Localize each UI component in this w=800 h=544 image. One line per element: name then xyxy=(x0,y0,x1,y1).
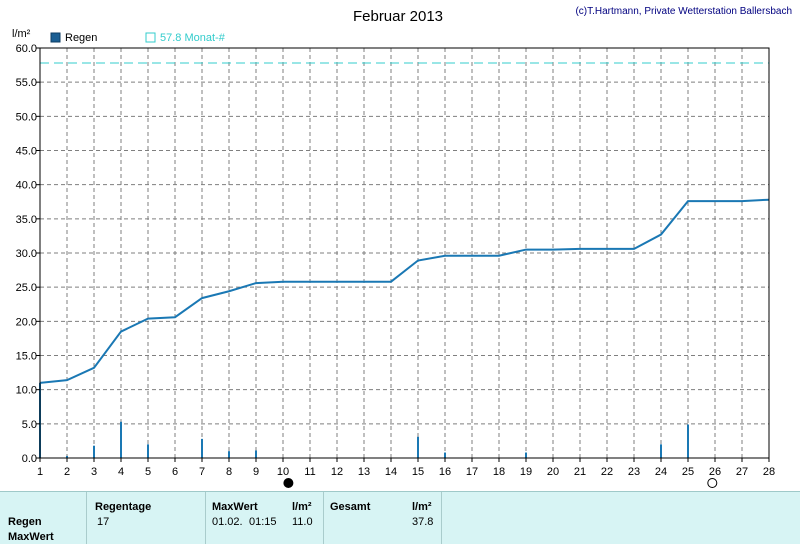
maxwert-unit: l/m² xyxy=(292,501,312,513)
chart-title: Februar 2013 xyxy=(353,8,443,25)
legend: Regen 57.8 Monat-# xyxy=(50,32,226,44)
x-tick-label-25: 26 xyxy=(709,466,721,478)
plot-frame xyxy=(39,47,770,459)
gesamt-unit: l/m² xyxy=(412,501,432,513)
legend-bar-label: Regen xyxy=(65,32,97,44)
x-tick-label-12: 13 xyxy=(358,466,370,478)
axes: 0.0 5.0 10.0 15.0 20.0 25.0 30.0 35.0 40.0 45.0 50… xyxy=(16,43,776,478)
x-tick-label-20: 21 xyxy=(574,466,586,478)
copyright-text: (c)T.Hartmann, Private Wetterstation Bal… xyxy=(575,6,792,17)
x-tick-label-19: 20 xyxy=(547,466,559,478)
summary-row-label-regen: Regen xyxy=(8,516,42,528)
rain-bar-day-16 xyxy=(444,452,446,458)
y-tick-label-5: 25.0 xyxy=(16,282,37,294)
x-tick-label-11: 12 xyxy=(331,466,343,478)
x-tick-label-21: 22 xyxy=(601,466,613,478)
summary-gesamt-column: Gesamt l/m² 37.8 xyxy=(324,492,442,544)
y-tick-label-8: 40.0 xyxy=(16,180,37,192)
new-moon-icon xyxy=(707,478,718,488)
summary-regentage-column: Regentage 17 xyxy=(87,492,206,544)
rain-bar-day-5 xyxy=(147,444,149,458)
x-tick-label-17: 18 xyxy=(493,466,505,478)
x-tick-label-5: 6 xyxy=(172,466,178,478)
x-tick-label-1: 2 xyxy=(64,466,70,478)
x-tick-label-18: 19 xyxy=(520,466,532,478)
x-tick-label-7: 8 xyxy=(226,466,232,478)
maxwert-date: 01.02. xyxy=(212,516,243,528)
x-tick-label-14: 15 xyxy=(412,466,424,478)
x-tick-label-26: 27 xyxy=(736,466,748,478)
legend-bar-swatch xyxy=(50,32,61,43)
y-tick-label-10: 50.0 xyxy=(16,111,37,123)
rain-bar-day-7 xyxy=(201,438,203,458)
grid xyxy=(40,48,769,458)
x-tick-label-6: 7 xyxy=(199,466,205,478)
rain-bar-day-19 xyxy=(525,452,527,458)
legend-reference-label: 57.8 Monat-# xyxy=(160,32,226,44)
legend-reference-swatch xyxy=(145,32,156,43)
y-tick-label-9: 45.0 xyxy=(16,146,37,158)
y-tick-label-1: 5.0 xyxy=(22,419,37,431)
x-tick-label-23: 24 xyxy=(655,466,667,478)
x-tick-label-0: 1 xyxy=(37,466,43,478)
regentage-header: Regentage xyxy=(95,501,152,513)
rain-bar-day-3 xyxy=(93,445,95,458)
rain-chart: Februar 2013 (c)T.Hartmann, Private Wett… xyxy=(12,6,792,488)
x-tick-label-22: 23 xyxy=(628,466,640,478)
y-tick-label-4: 20.0 xyxy=(16,316,37,328)
x-tick-label-24: 25 xyxy=(682,466,694,478)
summary-row-label-maxwert: MaxWert xyxy=(8,531,54,543)
y-tick-label-0: 0.0 xyxy=(22,453,37,465)
x-tick-label-3: 4 xyxy=(118,466,124,478)
x-tick-label-13: 14 xyxy=(385,466,397,478)
gesamt-value: 37.8 xyxy=(412,516,434,528)
summary-maxwert-column: MaxWert l/m² 01.02. 01:15 11.0 xyxy=(206,492,324,544)
cumulative-series xyxy=(39,198,770,384)
x-tick-label-16: 17 xyxy=(466,466,478,478)
rain-bar-day-2 xyxy=(66,455,68,458)
x-tick-label-2: 3 xyxy=(91,466,97,478)
gesamt-header: Gesamt xyxy=(330,501,371,513)
x-tick-label-10: 11 xyxy=(304,466,315,478)
y-tick-label-2: 10.0 xyxy=(16,385,37,397)
x-tick-label-4: 5 xyxy=(145,466,151,478)
rain-bar-day-25 xyxy=(687,424,689,458)
rain-bar-day-4 xyxy=(120,421,122,458)
cumulative-rain-line xyxy=(39,198,770,384)
y-tick-label-6: 30.0 xyxy=(16,248,37,260)
regentage-value: 17 xyxy=(97,516,110,528)
y-tick-label-7: 35.0 xyxy=(16,214,37,226)
x-tick-label-9: 10 xyxy=(277,466,289,478)
summary-label-column: Regen MaxWert xyxy=(0,492,87,544)
rain-bar-day-24 xyxy=(660,444,662,458)
y-tick-label-11: 55.0 xyxy=(16,77,37,89)
rain-bar-day-15 xyxy=(417,436,419,458)
x-tick-label-15: 16 xyxy=(439,466,451,478)
maxwert-header: MaxWert xyxy=(212,501,258,513)
summary-panel: Regen MaxWert Regentage 17 MaxWert l/m² … xyxy=(0,491,800,544)
rain-bar-day-8 xyxy=(228,451,230,458)
maxwert-time: 01:15 xyxy=(249,516,277,528)
x-tick-label-27: 28 xyxy=(763,466,775,478)
full-moon-icon xyxy=(283,478,294,488)
y-tick-label-12: 60.0 xyxy=(16,43,37,55)
y-tick-label-3: 15.0 xyxy=(16,351,37,363)
y-axis-unit: l/m² xyxy=(12,28,31,40)
moon-markers xyxy=(283,478,718,488)
maxwert-value: 11.0 xyxy=(292,516,313,528)
rain-bar-day-9 xyxy=(255,450,257,458)
x-tick-label-8: 9 xyxy=(253,466,259,478)
